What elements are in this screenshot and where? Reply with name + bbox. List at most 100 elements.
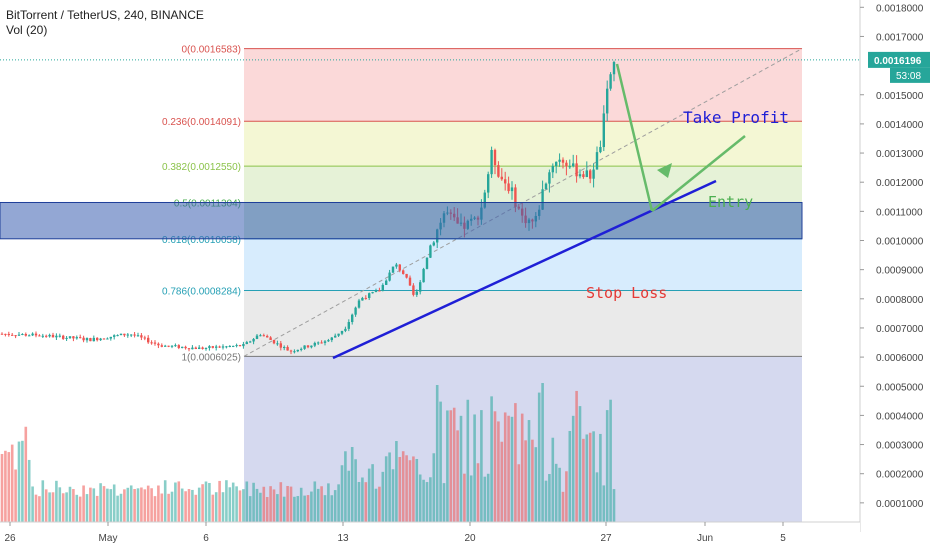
price-tick-label: 0.0013000: [876, 149, 924, 160]
candle-body: [402, 270, 405, 274]
candle-body: [17, 334, 21, 336]
volume-bar: [102, 486, 106, 522]
time-axis: 26 May 6 13 20 27 Jun 5: [0, 521, 860, 550]
volume-bar: [61, 493, 65, 522]
volume-bar: [85, 494, 89, 522]
volume-bar: [486, 473, 490, 522]
candle-body: [65, 337, 68, 339]
volume-bar: [595, 472, 599, 522]
volume-bar: [299, 487, 303, 522]
volume-bar: [133, 489, 136, 522]
volume-bar: [575, 390, 578, 522]
volume-bar: [99, 483, 102, 522]
volume-bar: [384, 456, 388, 522]
candle-body: [153, 342, 157, 344]
candle-body: [204, 347, 208, 349]
volume-bar: [340, 465, 344, 522]
volume-bar: [157, 485, 160, 522]
price-tick-label: 0.0011000: [876, 207, 923, 218]
volume-bar: [235, 486, 238, 522]
volume-bar: [510, 416, 514, 522]
time-tick-label: 27: [600, 533, 612, 544]
candle-body: [228, 345, 231, 347]
volume-bar: [68, 486, 72, 522]
volume-bar: [191, 489, 194, 522]
volume-bar: [473, 414, 476, 522]
volume-bar: [58, 487, 62, 522]
volume-bar: [361, 477, 364, 522]
volume-bar: [21, 440, 24, 522]
candle-body: [38, 335, 41, 337]
candle-body: [490, 149, 493, 175]
candle-body: [45, 335, 48, 337]
volume-bar: [469, 475, 473, 522]
volume-bar: [544, 480, 548, 522]
volume-bar: [214, 492, 218, 522]
volume-bar: [463, 473, 466, 522]
candle-body: [194, 347, 197, 350]
candle-body: [272, 340, 276, 344]
candle-body: [119, 333, 123, 336]
candle-body: [374, 290, 378, 293]
candle-body: [75, 337, 78, 339]
candle-body: [187, 348, 191, 350]
volume-bar: [204, 481, 208, 522]
candle-body: [541, 189, 544, 210]
price-tick-label: 0.0010000: [876, 237, 924, 248]
volume-bar: [177, 481, 181, 522]
candle-body: [51, 334, 55, 338]
volume-bar: [167, 493, 170, 522]
volume-bar: [252, 482, 255, 522]
candle-body: [160, 345, 163, 347]
candle-body: [507, 183, 510, 192]
volume-bar: [585, 434, 589, 522]
volume-bar: [316, 488, 320, 522]
candle-body: [558, 159, 561, 162]
volume-bar: [255, 488, 259, 522]
volume-bar: [41, 480, 45, 522]
candle-body: [599, 147, 602, 153]
volume-bar: [65, 492, 68, 522]
volume-bar: [503, 412, 507, 522]
volume-bar: [259, 492, 262, 522]
candle-body: [354, 307, 357, 315]
candle-body: [497, 165, 500, 177]
candle-body: [82, 337, 85, 341]
volume-bar: [327, 483, 330, 522]
volume-bar: [180, 488, 184, 522]
candle-body: [28, 335, 31, 337]
candle-body: [385, 280, 388, 285]
volume-bar: [89, 487, 92, 522]
candle-body: [4, 333, 7, 335]
volume-bar: [551, 437, 555, 522]
candle-body: [334, 335, 337, 338]
volume-bar: [330, 495, 334, 522]
volume-bar: [187, 489, 191, 522]
candle-body: [269, 337, 272, 341]
candle-body: [592, 169, 595, 179]
candle-body: [34, 333, 38, 336]
fib-band: [244, 290, 802, 357]
volume-bar: [412, 456, 415, 522]
volume-bar: [500, 441, 504, 522]
volume-bar: [293, 496, 296, 522]
volume-title: Vol (20): [6, 23, 48, 37]
price-tick-label: 0.0012000: [876, 178, 924, 189]
fib-band: [244, 48, 802, 122]
volume-bar: [439, 401, 442, 522]
candle-body: [14, 335, 17, 337]
volume-bar: [116, 495, 119, 522]
volume-bar: [48, 492, 51, 522]
candle-body: [181, 346, 184, 348]
volume-bar: [82, 485, 85, 522]
candle-body: [102, 338, 106, 340]
candle-body: [289, 350, 293, 352]
candle-body: [398, 264, 401, 271]
volume-bar: [72, 489, 75, 522]
volume-bar: [129, 485, 133, 522]
volume-bar: [27, 459, 31, 522]
volume-bar: [541, 383, 544, 522]
candle-body: [425, 257, 429, 269]
fib-level-label: 1(0.0006025): [182, 352, 242, 363]
